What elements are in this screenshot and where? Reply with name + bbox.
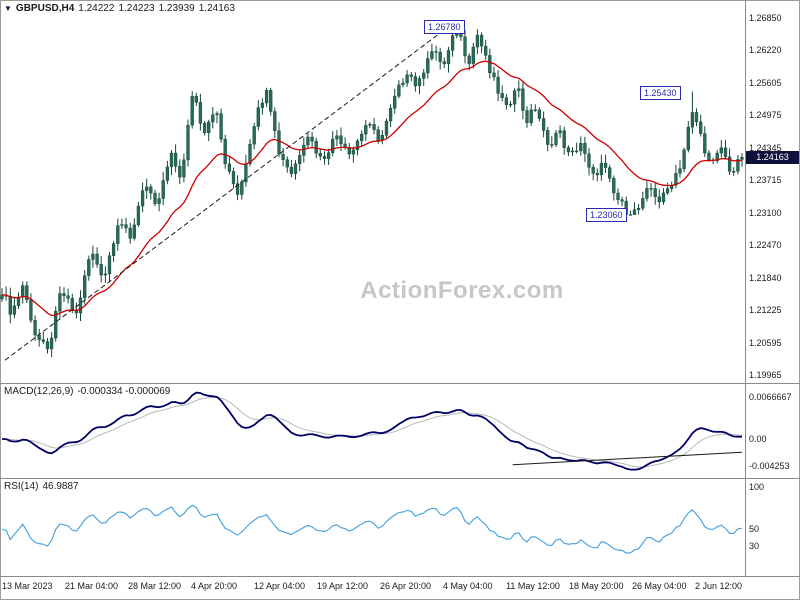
time-axis-tick: 2 Jun 12:00: [695, 581, 743, 591]
macd-main-line: [1, 391, 742, 471]
time-axis-tick: 28 Mar 12:00: [128, 581, 182, 591]
price-axis-tick: 1.20595: [749, 337, 782, 348]
time-axis-tick: 19 Apr 12:00: [317, 581, 369, 591]
current-price-flag: 1.24163: [746, 151, 799, 164]
time-axis-tick: 26 May 04:00: [632, 581, 687, 591]
price-axis-tick: 1.26220: [749, 45, 782, 56]
candle-bodies: [0, 28, 744, 350]
annotation-reaction-high: 1.25430: [640, 86, 681, 100]
rsi-label: RSI(14) 46.9887: [4, 481, 83, 492]
macd-label: MACD(12,26,9) -0.000334 -0.000069: [4, 386, 174, 397]
price-axis-tick: 1.22470: [749, 240, 782, 251]
symbol-dropdown-icon[interactable]: ▼: [4, 4, 12, 13]
quote-open: 1.24222: [78, 3, 115, 14]
rsi-value: 46.9887: [42, 481, 79, 492]
panel-separator: [0, 576, 800, 577]
price-axis-tick: 1.23715: [749, 175, 782, 186]
macd-values: -0.000334 -0.000069: [77, 386, 171, 397]
moving-average-line: [1, 60, 743, 317]
macd-signal-line: [2, 396, 743, 468]
macd-axis-tick: -0.004253: [749, 461, 790, 471]
watermark: ActionForex.com: [360, 277, 564, 304]
quote-low: 1.23939: [158, 3, 195, 14]
time-axis-tick: 4 May 04:00: [443, 581, 493, 591]
time-axis-tick: 21 Mar 04:00: [65, 581, 119, 591]
time-axis-tick: 12 Apr 04:00: [254, 581, 306, 591]
macd-support-trendline: [512, 451, 743, 466]
symbol-period: GBPUSD,H4: [15, 3, 75, 14]
rsi-name: RSI(14): [4, 481, 39, 492]
price-axis-tick: 1.21840: [749, 272, 782, 283]
price-axis-tick: 1.24345: [749, 142, 782, 153]
axis-separator: [745, 0, 746, 577]
macd-axis-tick: 0.0066667: [749, 392, 792, 402]
candle-wicks: [1, 21, 743, 358]
price-axis-tick: 1.21225: [749, 305, 782, 316]
time-axis-tick: 18 May 20:00: [569, 581, 624, 591]
annotation-low: 1.23060: [586, 208, 627, 222]
time-axis-tick: 13 Mar 2023: [2, 581, 53, 591]
rsi-panel-canvas[interactable]: [0, 479, 745, 576]
price-axis-tick: 1.24975: [749, 110, 782, 121]
time-axis-tick: 4 Apr 20:00: [191, 581, 238, 591]
time-axis-tick: 11 May 12:00: [506, 581, 560, 591]
annotation-high: 1.26780: [424, 20, 465, 34]
panel-separator: [0, 383, 800, 384]
price-axis-tick: 1.23100: [749, 207, 782, 218]
quote-high: 1.24223: [118, 3, 155, 14]
rsi-axis-tick: 100: [749, 482, 765, 492]
price-axis-tick: 1.19965: [749, 369, 782, 380]
rsi-axis-tick: 50: [749, 524, 760, 534]
rsi-line: [1, 504, 743, 554]
macd-panel-canvas[interactable]: [0, 384, 745, 478]
quote-header: ▼ GBPUSD,H4 1.24222 1.24223 1.23939 1.24163: [4, 3, 239, 14]
price-axis-tick: 1.25605: [749, 77, 782, 88]
dashed-trendline: [4, 20, 458, 361]
panel-separator: [0, 478, 800, 479]
price-chart-canvas[interactable]: [0, 0, 745, 383]
macd-axis-tick: 0.00: [749, 434, 767, 444]
quote-close: 1.24163: [198, 3, 235, 14]
rsi-axis-tick: 30: [749, 541, 760, 551]
price-axis-tick: 1.26850: [749, 13, 782, 23]
time-axis-tick: 26 Apr 20:00: [380, 581, 432, 591]
macd-name: MACD(12,26,9): [4, 386, 74, 397]
